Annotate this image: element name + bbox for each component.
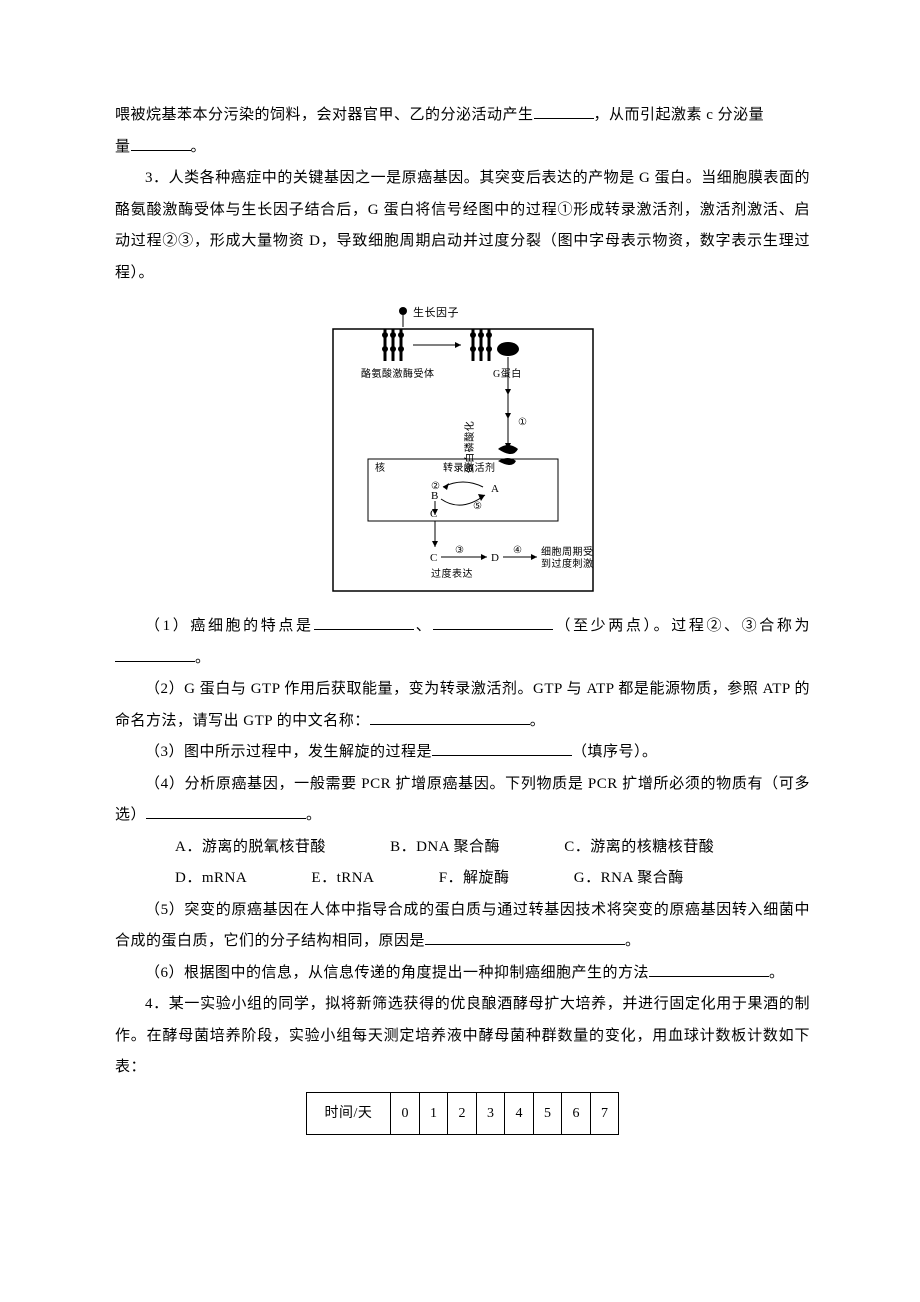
text: 、 bbox=[414, 618, 434, 634]
label-growth-factor: 生长因子 bbox=[413, 305, 459, 319]
table-cell: 时间/天 bbox=[306, 1092, 391, 1134]
table-cell: 1 bbox=[419, 1092, 448, 1134]
question-3-5: （5）突变的原癌基因在人体中指导合成的蛋白质与通过转基因技术将突变的原癌基因转入… bbox=[115, 895, 810, 958]
text: 。 bbox=[769, 965, 785, 981]
receptor-left-icon bbox=[382, 329, 404, 361]
blank bbox=[425, 929, 625, 945]
text: （1）癌细胞的特点是 bbox=[145, 618, 314, 634]
option-e: E．tRNA bbox=[281, 863, 374, 895]
blank bbox=[649, 961, 769, 977]
question-3-1: （1）癌细胞的特点是 、 （至少两点）。过程②、③合称为。 bbox=[115, 611, 810, 674]
question-3-3: （3）图中所示过程中，发生解旋的过程是 （填序号）。 bbox=[115, 737, 810, 769]
text: 。 bbox=[191, 139, 207, 155]
label-D: D bbox=[491, 552, 499, 564]
table-cell: 6 bbox=[562, 1092, 591, 1134]
option-b: B．DNA 聚合酶 bbox=[360, 832, 500, 864]
receptor-right-icon bbox=[470, 329, 519, 361]
blank bbox=[432, 740, 572, 756]
label-activator: 转录激活剂 bbox=[443, 461, 496, 474]
table-cell: 4 bbox=[505, 1092, 534, 1134]
label-C1: C bbox=[430, 508, 438, 520]
table-cell: 0 bbox=[391, 1092, 420, 1134]
table-cell: 3 bbox=[476, 1092, 505, 1134]
table-cell: 7 bbox=[590, 1092, 619, 1134]
blank bbox=[131, 135, 191, 151]
text: 喂被烷基苯本分污染的饲料，会对器官甲、乙的分泌活动产生 bbox=[115, 107, 534, 123]
blank bbox=[370, 709, 530, 725]
label-cellcycle1: 细胞周期受 bbox=[541, 545, 594, 558]
label-cellcycle2: 到过度刺激 bbox=[541, 557, 594, 570]
blank bbox=[433, 614, 553, 630]
text: ，从而引起激素 c 分泌量 bbox=[594, 107, 765, 123]
text: 。 bbox=[195, 650, 211, 666]
table-header-row: 时间/天 0 1 2 3 4 5 6 7 bbox=[306, 1092, 619, 1134]
option-g: G．RNA 聚合酶 bbox=[544, 863, 684, 895]
question-3-6: （6）根据图中的信息，从信息传递的角度提出一种抑制癌细胞产生的方法 。 bbox=[115, 958, 810, 990]
label-p3: ③ bbox=[455, 545, 464, 556]
label-A: A bbox=[491, 483, 499, 495]
paragraph-top: 喂被烷基苯本分污染的饲料，会对器官甲、乙的分泌活动产生 ，从而引起激素 c 分泌量… bbox=[115, 100, 810, 163]
option-c: C．游离的核糖核苷酸 bbox=[534, 832, 714, 864]
label-overexpr: 过度表达 bbox=[431, 567, 473, 580]
table-cell: 5 bbox=[533, 1092, 562, 1134]
label-p5: ⑤ bbox=[473, 501, 482, 512]
text: （6）根据图中的信息，从信息传递的角度提出一种抑制癌细胞产生的方法 bbox=[145, 965, 649, 981]
table-cell: 2 bbox=[448, 1092, 477, 1134]
data-table: 时间/天 0 1 2 3 4 5 6 7 bbox=[306, 1092, 620, 1135]
option-row-2: D．mRNA E．tRNA F．解旋酶 G．RNA 聚合酶 bbox=[115, 863, 810, 895]
question-3-4: （4）分析原癌基因，一般需要 PCR 扩增原癌基因。下列物质是 PCR 扩增所必… bbox=[115, 769, 810, 832]
question-3-intro: 3．人类各种癌症中的关键基因之一是原癌基因。其突变后表达的产物是 G 蛋白。当细… bbox=[115, 163, 810, 289]
label-p4: ④ bbox=[513, 545, 522, 556]
label-C2: C bbox=[430, 552, 438, 564]
text: （3）图中所示过程中，发生解旋的过程是 bbox=[145, 744, 432, 760]
option-a: A．游离的脱氧核苷酸 bbox=[145, 832, 326, 864]
blank bbox=[146, 803, 306, 819]
label-g-protein: G蛋白 bbox=[493, 367, 522, 380]
option-d: D．mRNA bbox=[145, 863, 247, 895]
label-nucleus: 核 bbox=[375, 461, 386, 474]
diagram-figure: 生长因子 酪氨酸激酶受体 G蛋白 ① 蛋白磷酸化 bbox=[313, 299, 613, 599]
text: 。 bbox=[625, 933, 641, 949]
label-receptor: 酪氨酸激酶受体 bbox=[361, 367, 435, 380]
text: 。 bbox=[306, 807, 322, 823]
text: 。 bbox=[530, 713, 546, 729]
blank bbox=[115, 646, 195, 662]
text: （至少两点）。过程②、③合称为 bbox=[553, 618, 810, 634]
text: （填序号）。 bbox=[572, 744, 658, 760]
option-row-1: A．游离的脱氧核苷酸 B．DNA 聚合酶 C．游离的核糖核苷酸 bbox=[115, 832, 810, 864]
text: 量 bbox=[115, 139, 131, 155]
question-3-2: （2）G 蛋白与 GTP 作用后获取能量，变为转录激活剂。GTP 与 ATP 都… bbox=[115, 674, 810, 737]
question-4-intro: 4．某一实验小组的同学，拟将新筛选获得的优良酿酒酵母扩大培养，并进行固定化用于果… bbox=[115, 989, 810, 1084]
label-B: B bbox=[431, 490, 439, 502]
label-p1: ① bbox=[518, 417, 527, 428]
blank bbox=[314, 614, 414, 630]
option-f: F．解旋酶 bbox=[409, 863, 510, 895]
blank bbox=[534, 103, 594, 119]
